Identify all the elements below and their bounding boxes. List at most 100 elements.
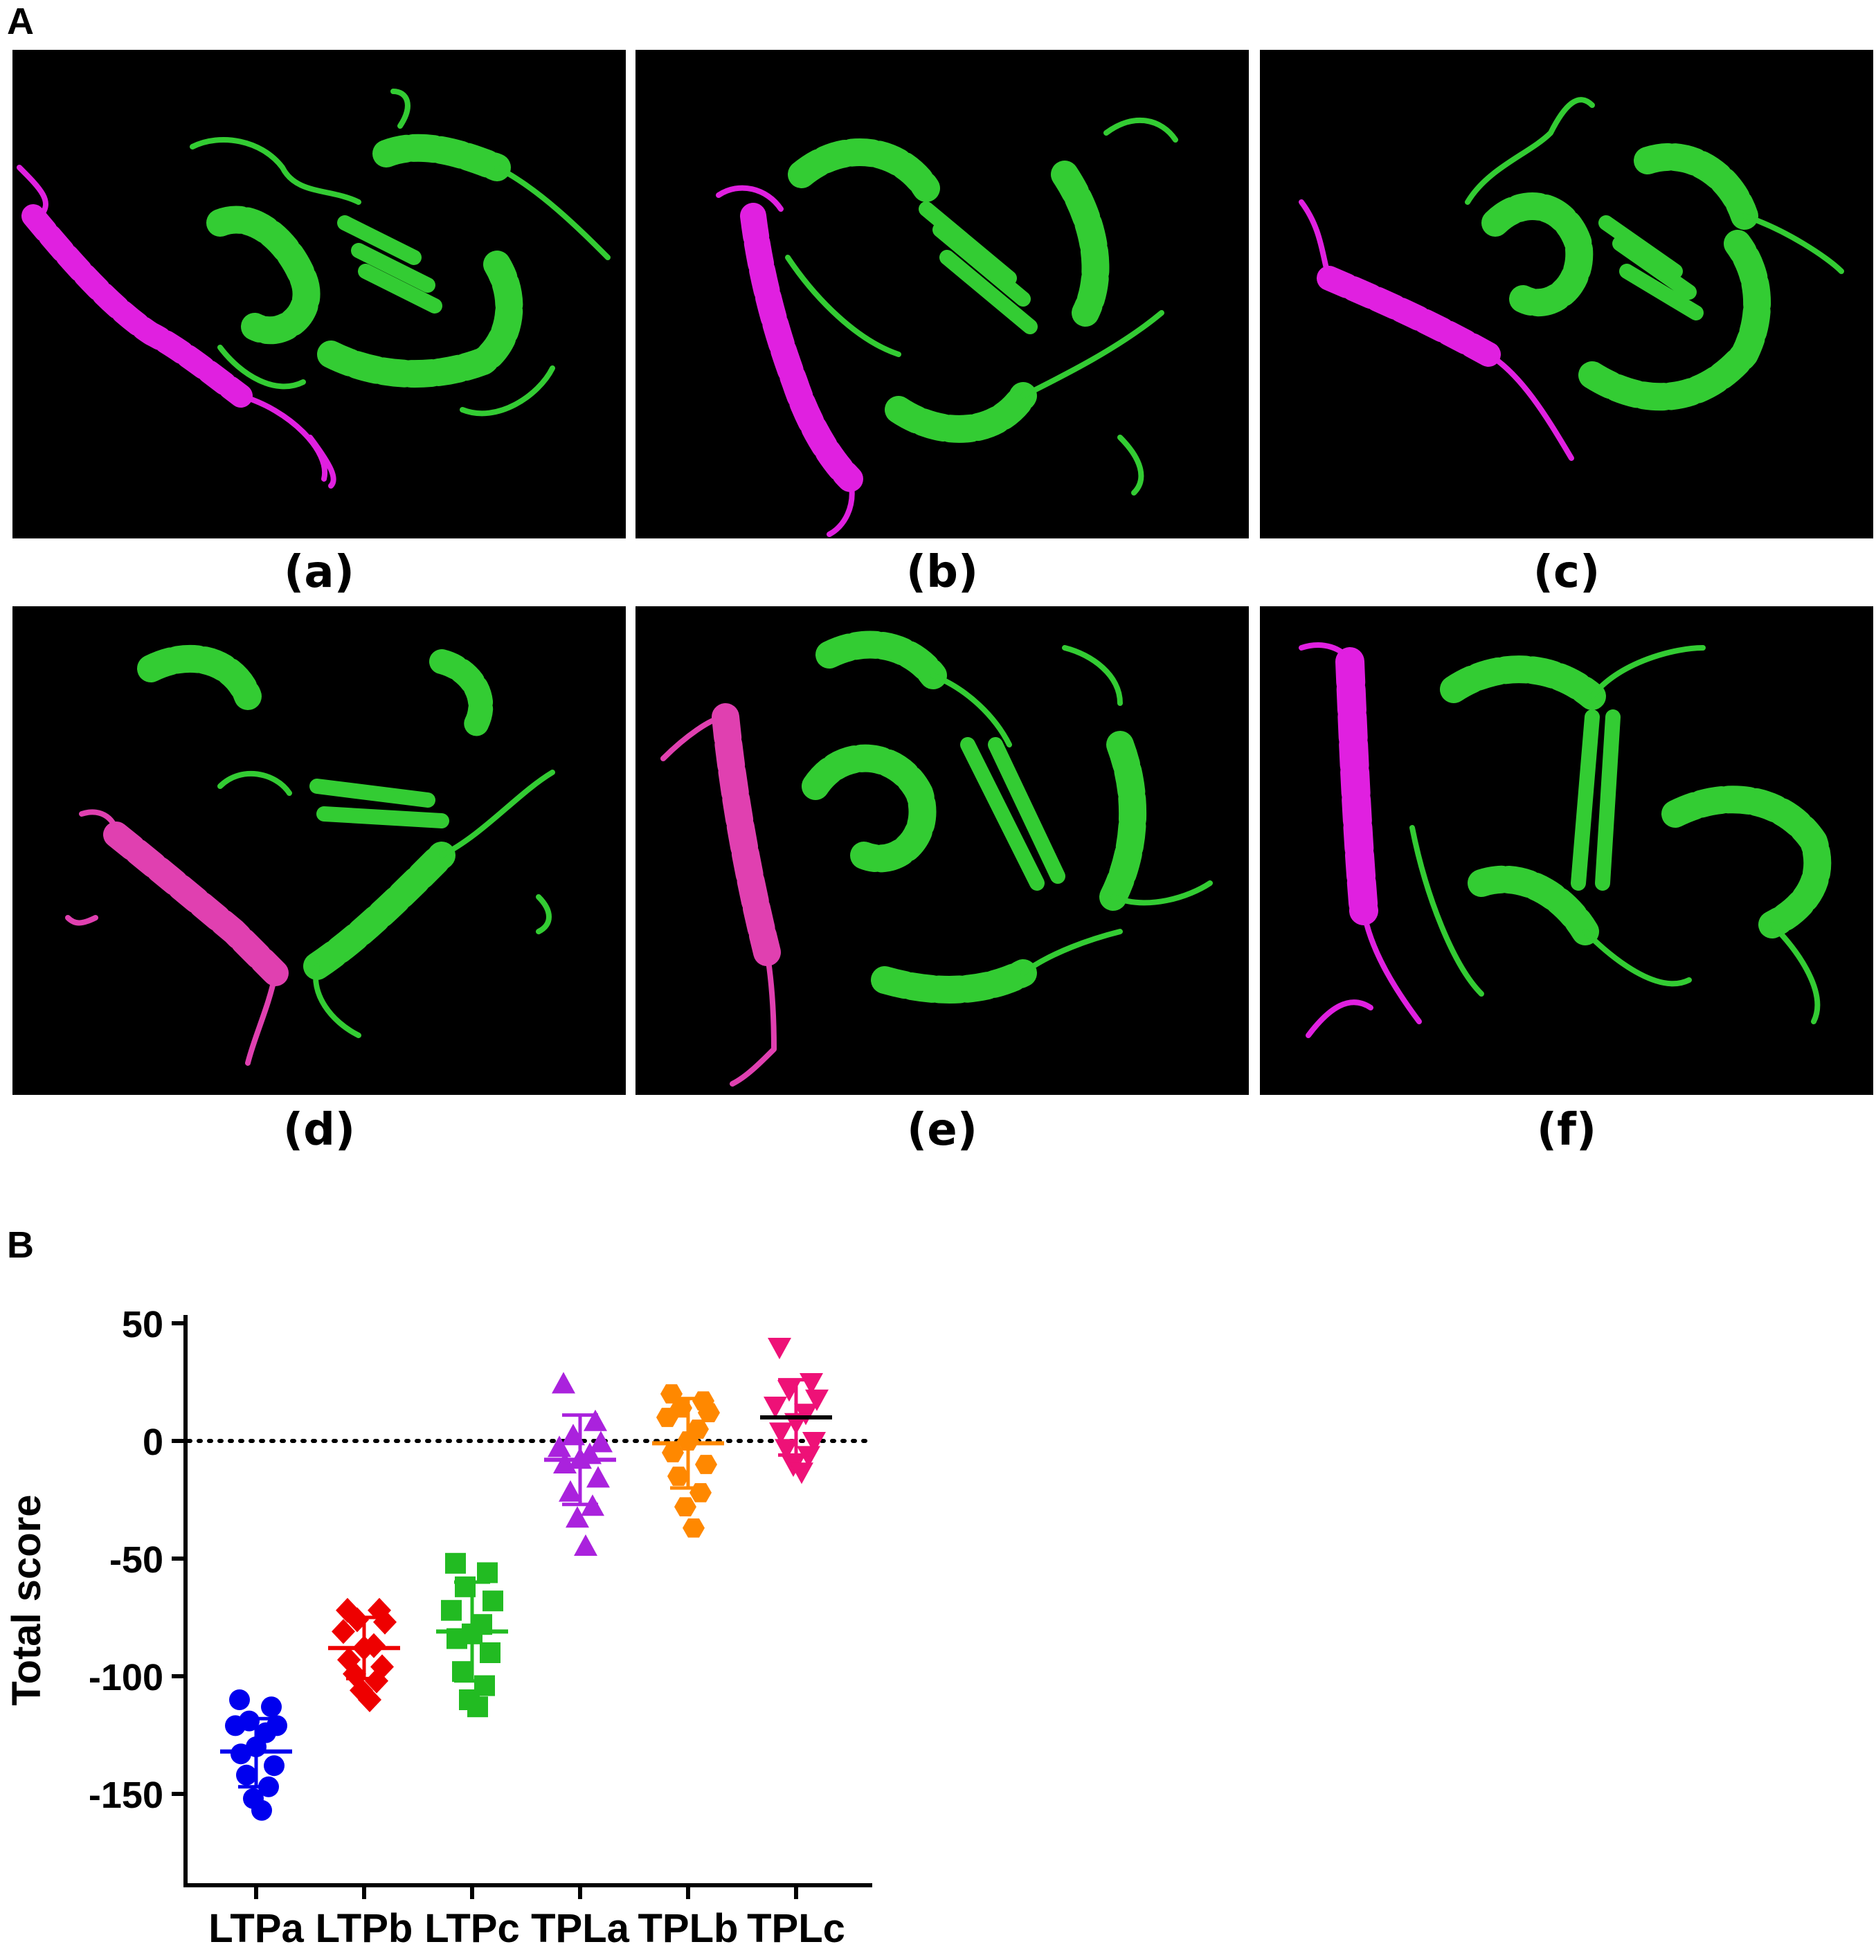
protein-helix-3 [1661, 786, 1832, 938]
structure-image-f [1260, 606, 1873, 1095]
protein-helix-3 [1099, 731, 1147, 911]
data-point [662, 1443, 684, 1462]
x-tick-label: LTPb [316, 1906, 413, 1951]
protein-coil [190, 89, 611, 417]
protein-helix-3 [885, 382, 1037, 443]
data-point [689, 1482, 712, 1503]
protein-helix-2 [429, 649, 494, 736]
peptide-helix [1317, 266, 1501, 367]
data-point [368, 1597, 391, 1623]
y-axis-label: Total score [4, 1494, 49, 1705]
data-point [790, 1462, 813, 1485]
protein-helix-2 [802, 744, 937, 873]
data-point [695, 1455, 717, 1474]
series-LTPa [220, 1689, 292, 1821]
peptide-coil [65, 809, 278, 1066]
y-tick-label: 50 [122, 1304, 163, 1345]
structure-label-b: (b) [905, 547, 979, 598]
series-TPLb [652, 1384, 724, 1538]
data-point [802, 1432, 826, 1453]
data-point [584, 1409, 607, 1431]
data-point [231, 1743, 251, 1765]
protein-sheet [960, 737, 1065, 891]
structure-image-c [1260, 50, 1873, 538]
peptide-coil [17, 165, 336, 489]
data-point [467, 1696, 488, 1718]
data-point [574, 1534, 597, 1556]
structure-image-b [635, 50, 1249, 538]
data-point [445, 1552, 466, 1574]
data-point [336, 1597, 359, 1623]
data-point [805, 1389, 829, 1411]
data-point [667, 1467, 689, 1486]
protein-helix-3 [317, 251, 523, 388]
chart-axes [183, 1315, 872, 1887]
panel-label-b: B [7, 1224, 34, 1266]
protein-helix-1 [137, 645, 262, 710]
data-point [225, 1715, 246, 1736]
protein-helix-3 [1578, 230, 1771, 411]
x-tick-label: TPLa [531, 1906, 630, 1951]
protein-coil [1465, 97, 1844, 274]
structure-image-a [12, 50, 626, 538]
data-point [775, 1439, 798, 1461]
data-point [251, 1799, 272, 1821]
data-point [589, 1431, 613, 1453]
structure-image-e [635, 606, 1249, 1095]
peptide-helix [103, 822, 289, 986]
protein-helix-2 [1051, 161, 1110, 327]
data-point [548, 1435, 571, 1458]
data-point [656, 1408, 678, 1427]
data-point [769, 1422, 793, 1444]
structure-label-a: (a) [284, 547, 354, 598]
peptide-helix [21, 204, 253, 408]
data-point [482, 1590, 503, 1612]
protein-helix-2 [1468, 865, 1599, 945]
scatter-chart: 500-50-100-150 LTPa LTPb LTPc TPLa TPLb TPLc … [4, 1304, 876, 1951]
structure-label-f: (f) [1536, 1105, 1597, 1156]
data-point [362, 1633, 386, 1658]
structure-label-e: (e) [907, 1105, 977, 1156]
x-ticks: LTPa LTPb LTPc TPLa TPLb TPLc [208, 1885, 845, 1951]
data-point [365, 1668, 388, 1694]
series-LTPb [328, 1597, 400, 1712]
data-point [480, 1642, 500, 1663]
x-tick-label: LTPc [424, 1906, 520, 1951]
data-point [553, 1452, 577, 1473]
protein-sheet [337, 215, 442, 314]
protein-helix-4 [871, 959, 1037, 1004]
data-point [332, 1619, 355, 1644]
data-point [441, 1599, 462, 1621]
protein-coil [930, 645, 1213, 976]
peptide-coil [716, 185, 855, 537]
panel-label-a: A [7, 1, 34, 42]
data-point [586, 1466, 610, 1488]
structure-label-d: (d) [282, 1105, 356, 1156]
peptide-coil [1299, 199, 1574, 461]
y-tick-label: -150 [89, 1775, 163, 1816]
data-point [343, 1661, 366, 1687]
protein-coil [785, 117, 1178, 496]
data-point [477, 1562, 498, 1584]
series-TPLa [544, 1372, 616, 1556]
series-LTPc [436, 1552, 508, 1718]
protein-sheet [1598, 215, 1704, 320]
protein-helix-2 [1634, 143, 1758, 230]
protein-helix-2 [372, 134, 511, 181]
protein-sheet [309, 779, 449, 828]
peptide-helix [1335, 647, 1378, 925]
data-point [698, 1403, 720, 1423]
peptide-helix [740, 203, 863, 492]
protein-helix-1 [206, 206, 321, 345]
protein-helix-1 [1481, 192, 1594, 317]
structure-label-c: (c) [1533, 547, 1600, 598]
protein-coil [1409, 645, 1821, 1024]
data-point [358, 1687, 381, 1712]
data-marks [220, 1338, 832, 1821]
y-tick-label: -50 [109, 1539, 163, 1581]
data-point [552, 1372, 575, 1394]
data-point [452, 1661, 473, 1682]
data-point [236, 1764, 257, 1786]
x-tick-label: TPLb [638, 1906, 739, 1951]
protein-coil [217, 770, 555, 1038]
